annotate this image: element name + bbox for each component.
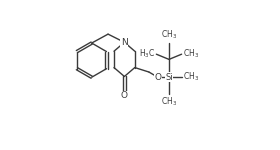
Text: H$_3$C: H$_3$C <box>139 48 155 60</box>
Text: CH$_3$: CH$_3$ <box>183 48 199 60</box>
Text: Si: Si <box>165 73 173 82</box>
Text: O: O <box>121 91 128 100</box>
Text: CH$_3$: CH$_3$ <box>161 95 177 108</box>
Text: O: O <box>154 73 161 82</box>
Text: CH$_3$: CH$_3$ <box>161 29 177 41</box>
Text: N: N <box>121 38 128 47</box>
Text: CH$_3$: CH$_3$ <box>183 71 199 84</box>
